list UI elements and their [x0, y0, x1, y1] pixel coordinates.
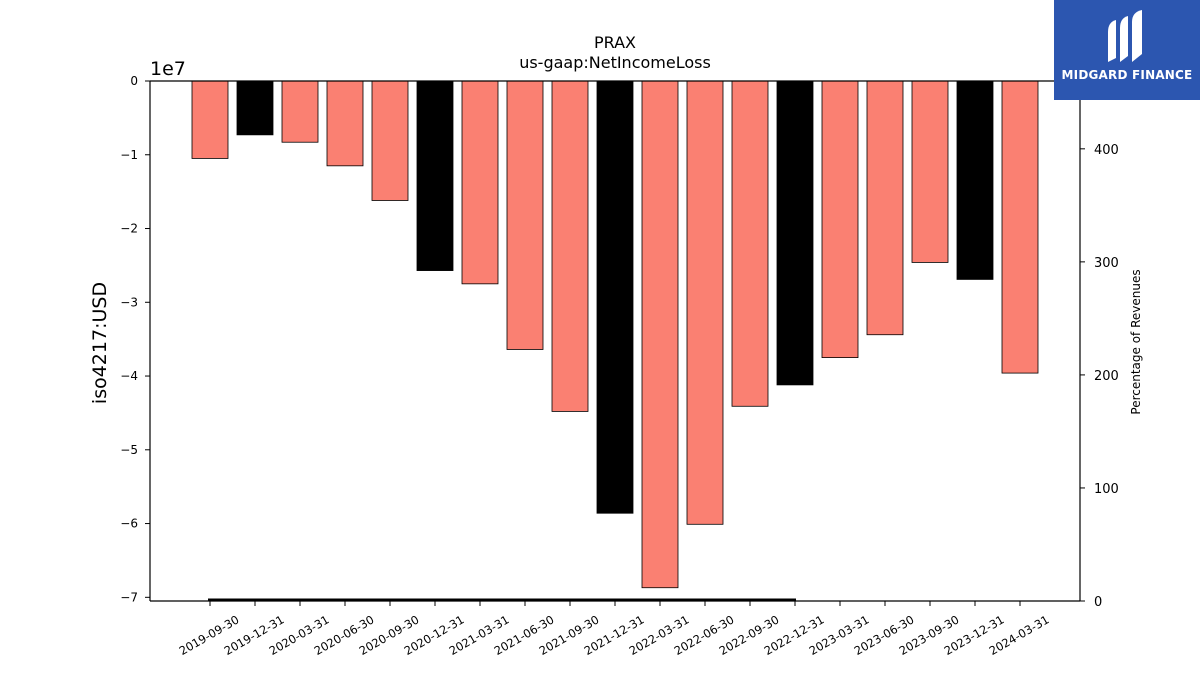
bar-2023-03-31 — [821, 80, 859, 358]
y-tick-label: −6 — [120, 517, 138, 531]
bar-2019-09-30 — [191, 80, 229, 159]
y2-tick-label: 300 — [1094, 256, 1119, 271]
bar-2021-03-31 — [461, 80, 499, 285]
bar-2019-12-31 — [236, 80, 274, 136]
y-tick-label: −5 — [120, 443, 138, 457]
chart-title: PRAX — [594, 33, 636, 52]
y-axis-label: iso4217:USD — [89, 282, 111, 404]
midgard-logo-icon — [1108, 10, 1142, 62]
y2-tick-label: 200 — [1094, 369, 1119, 384]
logo-text: MIDGARD FINANCE — [1061, 68, 1193, 82]
bar-2022-12-31 — [776, 80, 814, 386]
bar-2021-06-30 — [506, 80, 544, 350]
y-tick-label: −1 — [120, 148, 138, 162]
y-tick-label: −3 — [120, 295, 138, 309]
bar-2022-03-31 — [641, 80, 679, 589]
bar-2021-12-31 — [596, 80, 634, 514]
bar-2023-09-30 — [911, 80, 949, 263]
midgard-finance-logo: MIDGARD FINANCE — [1054, 0, 1200, 100]
y-offset-label: 1e7 — [150, 58, 186, 80]
y2-tick-label: 0 — [1094, 595, 1102, 610]
y-tick-label: −2 — [120, 222, 138, 236]
bar-2024-03-31 — [1001, 80, 1039, 374]
bar-2022-06-30 — [686, 80, 724, 525]
bar-2021-09-30 — [551, 80, 589, 412]
bar-2020-12-31 — [416, 80, 454, 271]
bar-2020-03-31 — [281, 80, 319, 143]
bar-2020-06-30 — [326, 80, 364, 167]
chart-subtitle: us-gaap:NetIncomeLoss — [519, 53, 711, 72]
bar-2020-09-30 — [371, 80, 409, 201]
y-tick-label: 0 — [130, 74, 138, 88]
bar-2023-12-31 — [956, 80, 994, 280]
y-tick-label: −4 — [120, 369, 138, 383]
bar-2023-06-30 — [866, 80, 904, 336]
bar-2022-09-30 — [731, 80, 769, 407]
y-tick-label: −7 — [120, 590, 138, 604]
y2-tick-label: 100 — [1094, 482, 1119, 497]
y2-tick-label: 400 — [1094, 143, 1119, 158]
y2-axis-label: Percentage of Revenues — [1129, 269, 1143, 414]
